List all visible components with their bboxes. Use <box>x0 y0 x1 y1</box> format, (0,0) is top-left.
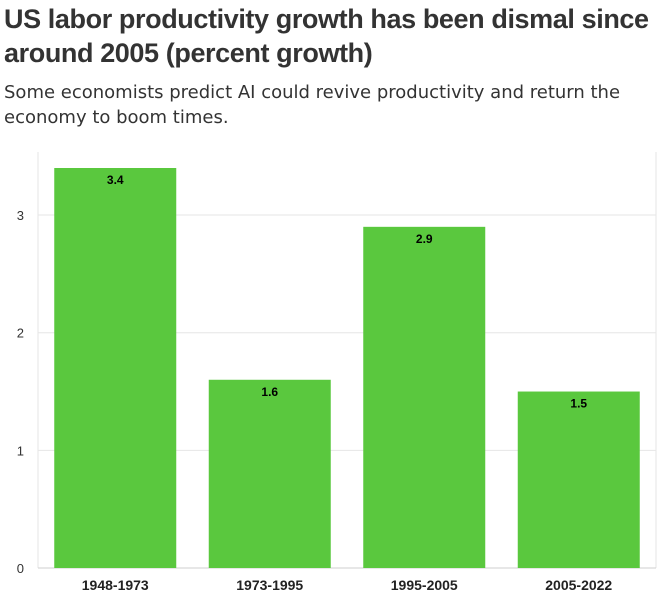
data-label: 2.9 <box>416 232 433 246</box>
data-label: 1.5 <box>570 397 587 411</box>
data-label: 1.6 <box>261 385 278 399</box>
y-tick-label: 1 <box>17 443 24 458</box>
bar-1948-1973 <box>54 168 177 568</box>
x-tick-label: 2005-2022 <box>545 577 612 593</box>
chart-subtitle: Some economists predict AI could revive … <box>4 82 621 128</box>
bar-1973-1995 <box>208 379 331 568</box>
chart-title: US labor productivity growth has been di… <box>4 4 649 68</box>
bar-1995-2005 <box>363 226 486 568</box>
bar-2005-2022 <box>517 391 640 568</box>
x-tick-label: 1948-1973 <box>82 577 149 593</box>
y-tick-label: 3 <box>17 208 24 223</box>
x-tick-label: 1995-2005 <box>391 577 458 593</box>
data-label: 3.4 <box>107 173 124 187</box>
y-tick-label: 0 <box>17 561 24 576</box>
y-tick-label: 2 <box>17 326 24 341</box>
x-tick-label: 1973-1995 <box>236 577 303 593</box>
